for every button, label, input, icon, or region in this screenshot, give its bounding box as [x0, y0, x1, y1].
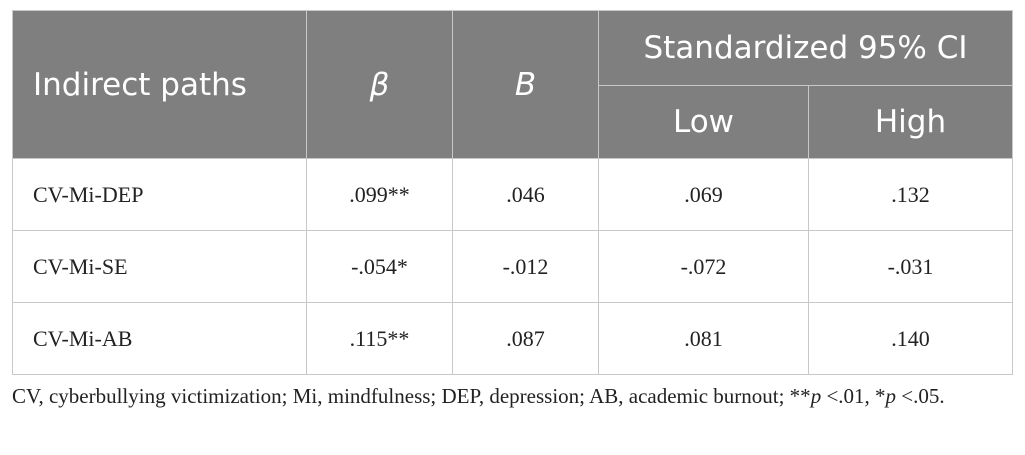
footnote: CV, cyberbullying victimization; Mi, min…	[12, 378, 1012, 414]
table-cell: CV-Mi-DEP	[12, 158, 307, 231]
table-cell: -.072	[598, 230, 809, 303]
table-row: CV-Mi-DEP .099** .046.069.132	[12, 158, 1013, 231]
table-cell: .046	[452, 158, 599, 231]
header-cell: Standardized 95% CI	[598, 10, 1013, 86]
footnote-text: <.01, *	[821, 384, 886, 408]
table-cell: .115**	[306, 302, 453, 375]
footnote-text: <.05.	[896, 384, 945, 408]
table-row: CV-Mi-SE -.054* -.012 -.072 -.031	[12, 230, 1013, 303]
table-cell: .069	[598, 158, 809, 231]
table-cell: -.054*	[306, 230, 453, 303]
table-cell: .140	[808, 302, 1013, 375]
table-cell: CV-Mi-AB	[12, 302, 307, 375]
table-cell: CV-Mi-SE	[12, 230, 307, 303]
footnote-text: CV, cyberbullying victimization; Mi, min…	[12, 384, 811, 408]
header-cell: B	[452, 10, 599, 159]
header-cell: Indirect paths	[12, 10, 307, 159]
header-cell: High	[808, 85, 1013, 159]
table: Indirect paths β B Standardized 95% CI L…	[12, 10, 1013, 375]
table-cell: .132	[808, 158, 1013, 231]
table-cell: -.031	[808, 230, 1013, 303]
table-cell: .081	[598, 302, 809, 375]
footnote-text: p	[810, 384, 822, 408]
header-cell: Low	[598, 85, 809, 159]
table-body: CV-Mi-DEP .099** .046.069.132 CV-Mi-SE -.054…	[12, 158, 1013, 375]
table-row: CV-Mi-AB .115** .087.081.140	[12, 302, 1013, 375]
table-cell: .099**	[306, 158, 453, 231]
table-cell: .087	[452, 302, 599, 375]
table-cell: -.012	[452, 230, 599, 303]
footnote-text: p	[885, 384, 897, 408]
header-cell: β	[306, 10, 453, 159]
